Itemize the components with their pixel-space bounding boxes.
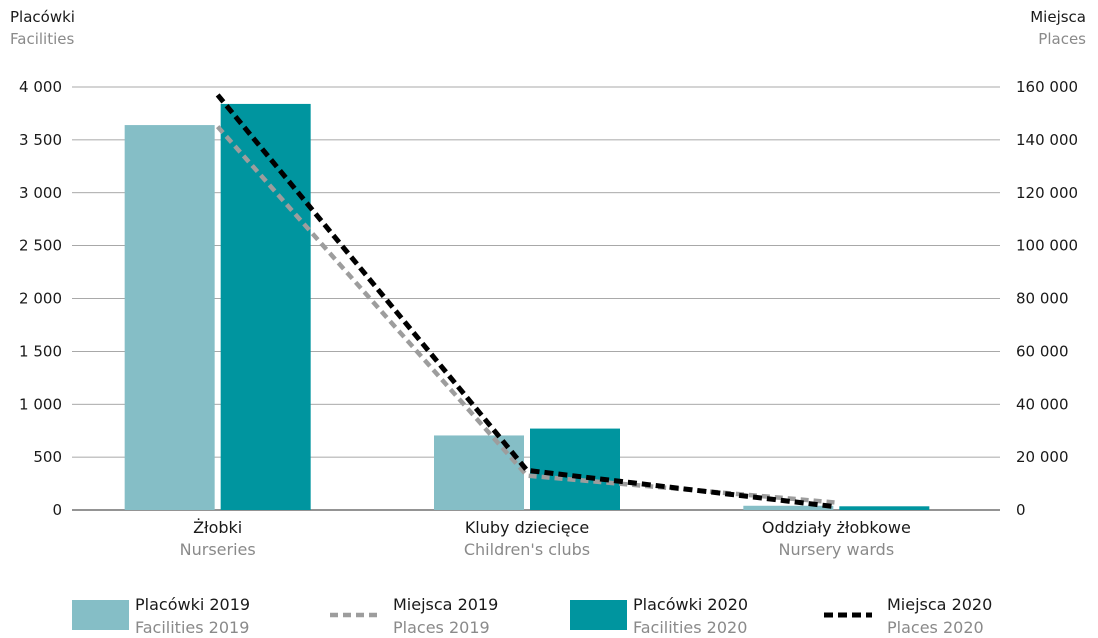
lines	[215, 93, 837, 510]
left-axis-tick-labels: 0 500 1 000 1 500 2 000 2 500 3 000 3 500 4 000	[19, 78, 62, 519]
left-axis-title-en: Facilities	[10, 30, 74, 48]
right-tick-label: 20 000	[1016, 448, 1069, 466]
legend-label-en: Facilities 2019	[135, 618, 249, 637]
legend-label-en: Places 2020	[887, 618, 984, 637]
legend: Placówki 2019 Facilities 2019 Miejsca 2019…	[72, 595, 992, 637]
bar-facilities_2019	[124, 125, 215, 510]
legend-swatch-facilities_2020	[570, 600, 627, 630]
right-axis-title: Miejsca Places	[1030, 8, 1086, 48]
legend-label-en: Places 2019	[393, 618, 490, 637]
left-tick-label: 500	[33, 448, 62, 466]
left-tick-label: 1 500	[19, 342, 62, 360]
right-axis-tick-labels: 0 20 000 40 000 60 000 80 000 100 000 120 000 1…	[1016, 78, 1078, 519]
bars	[124, 103, 930, 511]
bar-facilities_2020	[530, 428, 620, 510]
category-labels: Żłobki Nurseries Kluby dziecięce Children's…	[180, 518, 911, 559]
right-axis-title-pl: Miejsca	[1030, 8, 1086, 26]
legend-label-en: Facilities 2020	[633, 618, 747, 637]
bar-facilities_2019	[743, 505, 834, 510]
category-label-en: Nursery wards	[778, 540, 894, 559]
right-tick-label: 0	[1016, 501, 1026, 519]
legend-label: Placówki 2020	[633, 595, 748, 614]
left-tick-label: 1 000	[19, 395, 62, 413]
left-tick-label: 2 000	[19, 290, 62, 308]
bar-facilities_2020	[839, 506, 930, 510]
legend-swatch-facilities_2019	[72, 600, 129, 630]
right-tick-label: 100 000	[1016, 237, 1078, 255]
left-tick-label: 0	[52, 501, 62, 519]
left-tick-label: 4 000	[19, 78, 62, 96]
legend-label: Miejsca 2020	[887, 595, 992, 614]
right-tick-label: 40 000	[1016, 395, 1069, 413]
left-tick-label: 3 500	[19, 131, 62, 149]
right-tick-label: 60 000	[1016, 342, 1069, 360]
bar-facilities_2020	[220, 103, 311, 511]
category-label: Kluby dziecięce	[465, 518, 589, 537]
legend-label: Miejsca 2019	[393, 595, 498, 614]
line-places_2020	[215, 93, 837, 510]
bar-facilities_2019	[434, 435, 524, 510]
left-axis-title-pl: Placówki	[10, 8, 75, 26]
category-label: Oddziały żłobkowe	[762, 518, 911, 537]
left-tick-label: 2 500	[19, 237, 62, 255]
left-tick-label: 3 000	[19, 184, 62, 202]
right-tick-label: 140 000	[1016, 131, 1078, 149]
right-axis-title-en: Places	[1038, 30, 1086, 48]
right-tick-label: 80 000	[1016, 290, 1069, 308]
left-axis-title: Placówki Facilities	[10, 8, 75, 48]
category-label: Żłobki	[193, 518, 242, 537]
category-label-en: Children's clubs	[464, 540, 590, 559]
legend-label: Placówki 2019	[135, 595, 250, 614]
right-tick-label: 120 000	[1016, 184, 1078, 202]
category-label-en: Nurseries	[180, 540, 256, 559]
right-tick-label: 160 000	[1016, 78, 1078, 96]
